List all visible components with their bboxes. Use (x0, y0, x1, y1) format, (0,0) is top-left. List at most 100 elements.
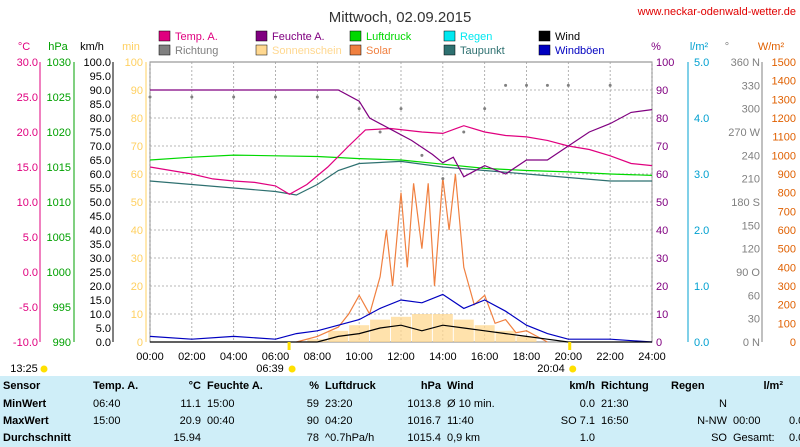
summary-header-wind: Wind (447, 379, 474, 392)
direction-point (441, 177, 445, 181)
summary-cell: 0.0 (789, 432, 800, 445)
summary-cell: N-NW (697, 415, 727, 428)
tick-label-wind: 25.0 (90, 267, 111, 279)
tick-label-wind: 10.0 (90, 309, 111, 321)
tick-label-temp: 20.0 (17, 127, 38, 139)
direction-point (483, 107, 487, 111)
summary-header-temp: Temp. A. (93, 379, 139, 392)
summary-cell: 00:40 (207, 415, 235, 428)
tick-label-percent: 80 (656, 113, 668, 125)
tick-label-minutes: 40 (131, 225, 143, 237)
tick-label-wind: 50.0 (90, 197, 111, 209)
sunshine-bar (516, 336, 537, 342)
site-link: www.neckar-odenwald-wetter.de (637, 6, 796, 18)
summary-header-temp-unit: °C (188, 379, 201, 392)
tick-label-time: 20:00 (555, 351, 583, 363)
tick-label-pressure: 1030 (47, 57, 71, 69)
direction-point (504, 83, 508, 87)
tick-label-solar: 800 (778, 188, 796, 200)
series-line-humidity (150, 89, 653, 178)
sunshine-bar (370, 319, 391, 342)
tick-label-wind: 90.0 (90, 85, 111, 97)
summary-header-wind-unit: km/h (569, 379, 595, 392)
sunset-label: 20:04 (537, 363, 565, 375)
tick-label-wind: 65.0 (90, 155, 111, 167)
legend-swatch-dewpoint (443, 44, 456, 56)
chart-title: Mittwoch, 02.09.2015 (329, 9, 472, 26)
tick-label-time: 10:00 (345, 351, 373, 363)
tick-label-wind: 70.0 (90, 141, 111, 153)
tick-label-temp: 0.0 (23, 267, 38, 279)
weather-chart: Mittwoch, 02.09.2015 www.neckar-odenwald-… (10, 6, 796, 375)
tick-label-minutes: 10 (131, 309, 143, 321)
summary-cell (90, 430, 152, 447)
tick-label-direction: 150 (742, 220, 760, 232)
tick-label-minutes: 20 (131, 281, 143, 293)
tick-label-temp: 15.0 (17, 162, 38, 174)
tick-label-solar: 600 (778, 225, 796, 237)
sunrise-icon (288, 365, 296, 373)
summary-cell: SO 7.1 (560, 415, 595, 428)
tick-label-rain: 1.0 (694, 281, 709, 293)
direction-point (315, 95, 319, 99)
sunshine-bar (411, 314, 432, 342)
direction-point (357, 107, 361, 111)
direction-point (399, 107, 403, 111)
tick-label-direction: 180 S (731, 197, 760, 209)
legend-label-dewpoint: Taupunkt (460, 45, 505, 57)
axis-unit-solar: W/m² (758, 41, 785, 53)
tick-label-wind: 0.0 (96, 337, 111, 349)
tick-label-solar: 400 (778, 262, 796, 274)
summary-cell: Gesamt: (733, 432, 775, 445)
tick-label-wind: 55.0 (90, 183, 111, 195)
direction-point (274, 95, 277, 99)
tick-label-solar: 900 (778, 169, 796, 181)
tick-label-rain: 0.0 (694, 337, 709, 349)
tick-label-direction: 120 (742, 244, 760, 256)
legend-label-direction: Richtung (175, 45, 218, 57)
direction-point (608, 83, 612, 87)
tick-label-direction: 0 N (743, 337, 760, 349)
tick-label-wind: 5.0 (96, 323, 111, 335)
summary-cell: 00:00 (733, 415, 761, 428)
tick-label-temp: 10.0 (17, 197, 38, 209)
tick-label-minutes: 0 (137, 337, 143, 349)
tick-label-solar: 500 (778, 244, 796, 256)
legend-label-solar: Solar (366, 45, 392, 57)
tick-label-solar: 0 (790, 337, 796, 349)
tick-label-wind: 85.0 (90, 99, 111, 111)
tick-label-minutes: 90 (131, 85, 143, 97)
summary-cell: 1015.4 (407, 432, 441, 445)
tick-label-direction: 240 (742, 150, 760, 162)
tick-label-time: 06:00 (262, 351, 290, 363)
legend-swatch-sunshine (255, 44, 268, 56)
tick-label-direction: 90 O (736, 267, 760, 279)
summary-cell: SO (711, 432, 727, 445)
summary-cell: 20.9 (179, 415, 201, 428)
tick-label-wind: 100.0 (83, 57, 111, 69)
tick-label-wind: 20.0 (90, 281, 111, 293)
tick-label-minutes: 70 (131, 141, 143, 153)
tick-label-temp: 30.0 (17, 57, 38, 69)
direction-point (148, 95, 152, 99)
summary-header-press: Luftdruck (325, 379, 376, 392)
tick-label-percent: 100 (656, 57, 674, 69)
legend-swatch-solar (349, 44, 362, 56)
summary-cell: 11.1 (180, 397, 201, 410)
legend-swatch-wind (538, 30, 551, 42)
series-line-wind (150, 324, 652, 343)
summary-cell: 06:40 (93, 397, 121, 410)
tick-label-time: 22:00 (596, 351, 624, 363)
tick-label-temp: 25.0 (17, 92, 38, 104)
axis-unit-minutes: min (122, 41, 140, 53)
summary-cell: 90 (306, 415, 319, 428)
direction-point (566, 83, 570, 87)
summary-cell: 1013.8 (407, 397, 441, 410)
summary-header-rain-unit: l/m² (763, 379, 783, 392)
summary-header-row: Sensor Temp. A. °C Feuchte A. % Luftdruc… (0, 376, 800, 395)
tick-label-time: 18:00 (513, 351, 541, 363)
axis-unit-rain: l/m² (690, 41, 709, 53)
tick-label-percent: 50 (656, 197, 668, 209)
tick-label-percent: 70 (656, 141, 668, 153)
legend-label-pressure: Luftdruck (366, 31, 412, 43)
